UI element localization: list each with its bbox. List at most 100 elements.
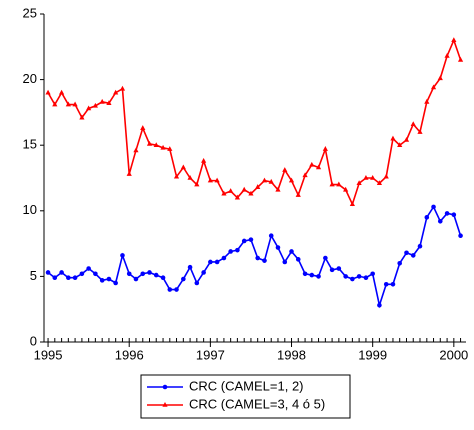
y-tick-label: 10 [23, 202, 37, 217]
point [208, 259, 213, 265]
point [221, 190, 227, 196]
point [377, 302, 382, 308]
point [275, 245, 281, 250]
point [383, 281, 389, 287]
point [302, 271, 308, 277]
point [92, 102, 98, 108]
point [437, 75, 443, 81]
point [86, 266, 91, 271]
point [52, 101, 58, 107]
point [181, 276, 186, 282]
point [214, 259, 220, 265]
point [72, 101, 78, 107]
series-line [47, 38, 462, 207]
point [370, 271, 375, 277]
point [417, 243, 423, 249]
point [126, 271, 132, 277]
legend-label: CRC (CAMEL=1, 2) [189, 378, 304, 393]
point [457, 56, 464, 62]
point [288, 177, 295, 183]
point [322, 146, 328, 151]
point [248, 237, 254, 242]
point [343, 186, 349, 192]
point [275, 186, 281, 192]
point [113, 280, 118, 286]
point [126, 171, 132, 176]
point [336, 181, 342, 187]
point [167, 146, 173, 151]
point [282, 167, 288, 172]
point [451, 37, 457, 43]
point [201, 270, 206, 275]
point [397, 260, 402, 266]
point [106, 276, 112, 282]
point [424, 98, 430, 104]
point [390, 281, 396, 287]
point [153, 142, 159, 147]
point [153, 272, 159, 278]
point [410, 121, 416, 127]
point [99, 278, 105, 283]
point [207, 177, 213, 183]
point [289, 249, 294, 254]
point [316, 274, 321, 279]
point [173, 173, 180, 179]
point [79, 271, 85, 277]
point [65, 101, 71, 107]
x-tick-label: 1997 [196, 347, 225, 362]
legend-marker [162, 402, 168, 407]
point [133, 276, 139, 282]
point [241, 238, 247, 244]
x-tick-label: 1995 [34, 347, 63, 362]
point [86, 105, 92, 111]
point [261, 177, 268, 183]
x-tick-label: 1999 [358, 347, 387, 362]
point [458, 233, 463, 239]
point [309, 161, 315, 167]
point [234, 194, 240, 200]
point [147, 270, 152, 275]
y-tick-label: 25 [23, 5, 37, 20]
point [295, 192, 301, 197]
point [167, 287, 173, 292]
point [160, 144, 166, 150]
point [201, 157, 207, 163]
legend-label: CRC (CAMEL=3, 4 ó 5) [189, 396, 325, 411]
point [221, 255, 227, 261]
point [397, 142, 403, 147]
point [106, 100, 112, 106]
point [329, 267, 335, 273]
point [79, 114, 85, 120]
point [248, 190, 254, 196]
point [343, 274, 348, 279]
point [370, 175, 376, 180]
point [268, 233, 274, 239]
point [72, 275, 78, 281]
point [430, 84, 437, 90]
legend-marker [162, 384, 168, 390]
point [451, 212, 457, 218]
point [59, 270, 64, 275]
point [235, 247, 240, 253]
point [329, 181, 335, 187]
point [119, 85, 126, 91]
point [323, 255, 328, 261]
point [45, 270, 51, 275]
point [140, 125, 146, 130]
point [93, 271, 98, 277]
point [268, 178, 274, 184]
point [214, 177, 220, 183]
point [302, 172, 308, 178]
point [52, 275, 58, 281]
point [133, 147, 139, 153]
point [437, 218, 443, 224]
point [383, 173, 389, 179]
point [113, 89, 119, 95]
point [66, 275, 71, 281]
point [444, 211, 450, 216]
point [315, 164, 322, 170]
point [376, 180, 383, 186]
point [350, 276, 355, 282]
point [255, 255, 260, 261]
